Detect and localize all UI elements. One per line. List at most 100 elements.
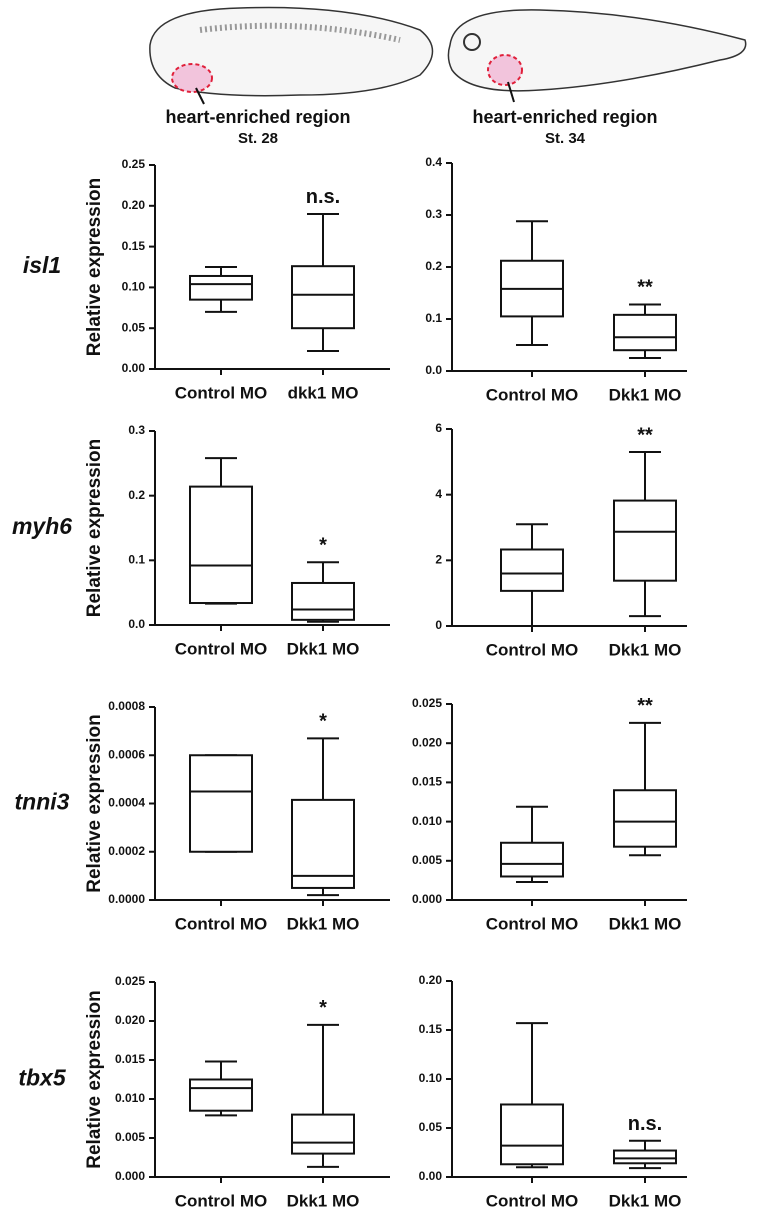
- box: [613, 499, 677, 582]
- region-label: heart-enriched region: [472, 107, 657, 127]
- y-tick-label: 0.1: [128, 553, 145, 567]
- box: [189, 274, 253, 301]
- box: [189, 485, 253, 605]
- category-label: Dkk1 MO: [609, 385, 682, 404]
- y-tick-label: 6: [435, 421, 442, 435]
- y-tick-label: 0.00: [419, 1169, 443, 1183]
- significance: n.s.: [628, 1113, 662, 1135]
- significance: n.s.: [306, 186, 340, 208]
- category-label: Dkk1 MO: [609, 914, 682, 933]
- y-tick-label: 0.05: [419, 1120, 443, 1134]
- box: [500, 1103, 564, 1166]
- box: [189, 754, 253, 853]
- box: [291, 1113, 355, 1155]
- box: [613, 1149, 677, 1165]
- box: [613, 789, 677, 848]
- y-tick-label: 0.10: [419, 1071, 443, 1085]
- category-label: Control MO: [175, 639, 268, 658]
- y-tick-label: 0.010: [115, 1091, 145, 1105]
- stage-label: St. 34: [545, 130, 586, 147]
- embryo-left: [149, 6, 434, 105]
- y-tick-label: 0.20: [419, 973, 443, 987]
- significance: *: [319, 997, 327, 1019]
- box-plot: 0.000 0.005 0.010 0.015 0.020 0.025 Control MO…: [18, 974, 390, 1210]
- box-plot: 0.0 0.1 0.2 0.3 Control MO Dkk1 MO * Relative e…: [12, 423, 390, 658]
- box: [613, 313, 677, 352]
- y-tick-label: 0.005: [412, 853, 442, 867]
- y-tick-label: 0.020: [412, 735, 442, 749]
- y-tick-label: 0.025: [115, 974, 145, 988]
- category-label: Dkk1 MO: [287, 914, 360, 933]
- gene-label: tnni3: [15, 789, 70, 815]
- box: [291, 798, 355, 889]
- region-label: heart-enriched region: [165, 107, 350, 127]
- y-axis-label: Relative expression: [84, 178, 105, 356]
- significance: *: [319, 711, 327, 733]
- y-tick-label: 0.020: [115, 1013, 145, 1027]
- y-axis-label: Relative expression: [84, 714, 105, 892]
- box-plot: 0.000 0.005 0.010 0.015 0.020 0.025 Control MO…: [412, 695, 687, 933]
- box-plot: 0.00 0.05 0.10 0.15 0.20 Control MO Dkk1 MO n.s…: [419, 973, 687, 1210]
- category-label: Control MO: [486, 385, 579, 404]
- y-tick-label: 0.0006: [108, 747, 145, 761]
- gene-label: tbx5: [18, 1065, 67, 1091]
- y-tick-label: 0.3: [128, 423, 145, 437]
- y-tick-label: 0.0002: [108, 844, 145, 858]
- significance: *: [319, 535, 327, 557]
- y-tick-label: 0.010: [412, 814, 442, 828]
- y-tick-label: 0.025: [412, 696, 442, 710]
- box: [500, 548, 564, 592]
- y-tick-label: 0.000: [412, 892, 442, 906]
- y-axis-label: Relative expression: [84, 439, 105, 617]
- y-tick-label: 0.005: [115, 1130, 145, 1144]
- category-label: Control MO: [486, 914, 579, 933]
- box-plot: 0.00 0.05 0.10 0.15 0.20 0.25 Control MO dkk1 M…: [23, 157, 390, 402]
- y-tick-label: 0.05: [122, 320, 146, 334]
- box-plot: 0.0000 0.0002 0.0004 0.0006 0.0008 Control MO…: [15, 699, 390, 933]
- y-tick-label: 0.20: [122, 198, 146, 212]
- y-tick-label: 0.0: [425, 363, 442, 377]
- y-tick-label: 0.000: [115, 1169, 145, 1183]
- y-tick-label: 4: [435, 487, 442, 501]
- category-label: Dkk1 MO: [287, 1191, 360, 1210]
- y-tick-label: 0.0008: [108, 699, 145, 713]
- box: [291, 265, 355, 330]
- y-tick-label: 0.1: [425, 311, 442, 325]
- y-tick-label: 0.3: [425, 207, 442, 221]
- y-tick-label: 0.25: [122, 157, 146, 171]
- box: [291, 581, 355, 621]
- embryo-right: [447, 9, 747, 103]
- y-tick-label: 0.0: [128, 617, 145, 631]
- significance: **: [637, 277, 653, 299]
- box: [500, 841, 564, 878]
- significance: **: [637, 695, 653, 717]
- y-tick-label: 0.0004: [108, 796, 145, 810]
- y-axis-label: Relative expression: [84, 990, 105, 1168]
- significance: **: [637, 424, 653, 446]
- category-label: Dkk1 MO: [609, 640, 682, 659]
- category-label: Control MO: [175, 383, 268, 402]
- category-label: Dkk1 MO: [609, 1191, 682, 1210]
- y-tick-label: 2: [435, 553, 442, 567]
- y-tick-label: 0.00: [122, 361, 146, 375]
- y-tick-label: 0.15: [419, 1022, 443, 1036]
- y-tick-label: 0.4: [425, 155, 442, 169]
- y-tick-label: 0.10: [122, 280, 146, 294]
- box-plot: 0.0 0.1 0.2 0.3 0.4 Control MO Dkk1 MO **: [425, 155, 687, 404]
- category-label: dkk1 MO: [288, 383, 359, 402]
- stage-label: St. 28: [238, 130, 278, 147]
- y-tick-label: 0: [435, 618, 442, 632]
- y-tick-label: 0.2: [425, 259, 442, 273]
- category-label: Control MO: [486, 1191, 579, 1210]
- gene-label: myh6: [12, 513, 72, 539]
- y-tick-label: 0.15: [122, 239, 146, 253]
- category-label: Dkk1 MO: [287, 639, 360, 658]
- gene-label: isl1: [23, 252, 61, 278]
- box: [189, 1078, 253, 1112]
- y-tick-label: 0.015: [412, 775, 442, 789]
- box-plot: 0 2 4 6 Control MO Dkk1 MO **: [435, 421, 687, 659]
- category-label: Control MO: [175, 914, 268, 933]
- y-tick-label: 0.2: [128, 488, 145, 502]
